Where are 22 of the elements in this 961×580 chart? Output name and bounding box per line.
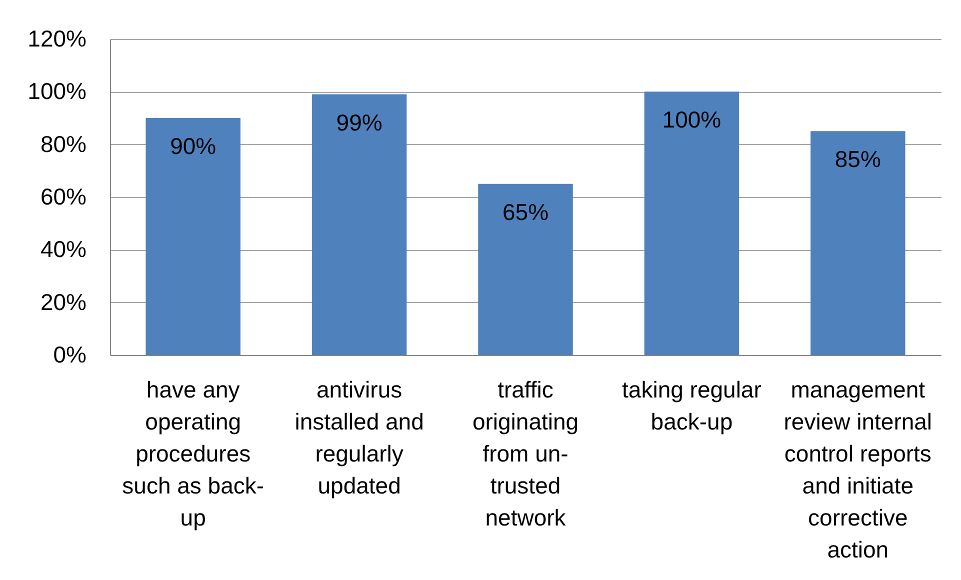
data-label: 85%	[834, 146, 881, 172]
bar	[644, 92, 740, 355]
x-tick-label: taking regular back-up	[622, 376, 762, 434]
y-tick-label: 80%	[40, 130, 86, 157]
bar	[478, 184, 573, 355]
y-tick-label: 120%	[28, 26, 86, 52]
bar	[810, 131, 906, 355]
bar	[146, 118, 240, 355]
data-label: 99%	[336, 109, 382, 136]
data-label: 90%	[170, 133, 216, 159]
data-label: 100%	[662, 106, 722, 133]
y-tick-label: 40%	[40, 236, 86, 262]
data-label: 65%	[502, 198, 549, 225]
y-tick-label: 60%	[40, 184, 86, 210]
x-tick-label: antivirus installed and regularly updated	[294, 376, 424, 498]
y-tick-label: 0%	[53, 342, 86, 368]
y-tick-label: 100%	[28, 78, 86, 104]
x-tick-label: have any operating procedures such as back-up	[122, 376, 264, 530]
x-tick-label: management review internal control reports and initiate corrective action	[784, 376, 932, 562]
x-tick-label: traffic originating from un-trusted network	[472, 376, 579, 530]
bar	[312, 94, 407, 355]
y-tick-label: 20%	[40, 288, 86, 315]
